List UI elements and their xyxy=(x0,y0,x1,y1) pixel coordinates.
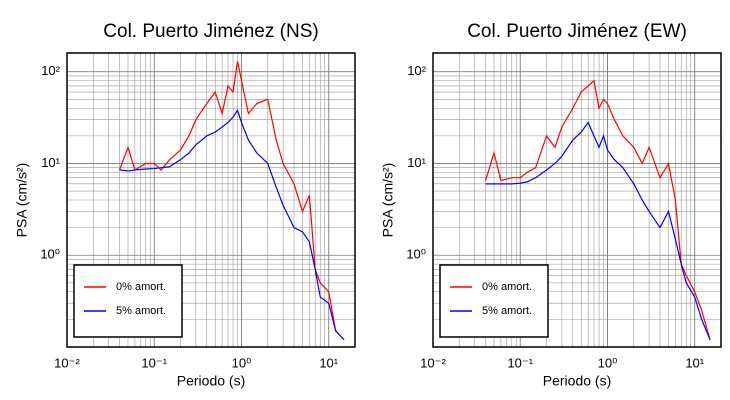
legend-box xyxy=(439,264,549,338)
plot-frame xyxy=(66,52,356,348)
x-tick-label: 10⁰ xyxy=(598,355,618,370)
series-line xyxy=(118,61,345,341)
y-tick-label: 10² xyxy=(407,63,426,78)
plot-frame xyxy=(432,52,722,348)
legend-box xyxy=(73,264,183,338)
x-tick-label: 10⁻² xyxy=(420,355,446,370)
y-tick-label: 10⁰ xyxy=(406,247,426,262)
y-tick-label: 10¹ xyxy=(407,155,426,170)
x-tick-label: 10¹ xyxy=(685,355,704,370)
legend-label: 0% amort. xyxy=(116,281,166,293)
chart: 10⁻² 10⁻¹ 10⁰ 10¹ 10⁰ 10¹ 10² Col. Puerto Jimén… xyxy=(380,21,722,389)
x-tick-label: 10⁻¹ xyxy=(141,355,167,370)
y-axis-label: PSA (cm/s²) xyxy=(380,163,396,238)
y-axis-label: PSA (cm/s²) xyxy=(14,163,30,238)
x-tick-label: 10⁻¹ xyxy=(507,355,533,370)
x-axis-label: Periodo (s) xyxy=(177,373,245,389)
series-line xyxy=(485,121,711,340)
series-line xyxy=(484,79,711,340)
y-tick-label: 10⁰ xyxy=(40,247,60,262)
legend-label: 5% amort. xyxy=(482,305,532,317)
x-tick-label: 10⁰ xyxy=(232,355,252,370)
x-tick-label: 10¹ xyxy=(319,355,338,370)
x-axis-label: Periodo (s) xyxy=(543,373,611,389)
legend-label: 0% amort. xyxy=(482,281,532,293)
y-tick-label: 10² xyxy=(41,63,60,78)
chart-title: Col. Puerto Jiménez (EW) xyxy=(467,21,687,42)
x-tick-label: 10⁻² xyxy=(54,355,80,370)
y-tick-label: 10¹ xyxy=(41,155,60,170)
chart-title: Col. Puerto Jiménez (NS) xyxy=(103,21,318,42)
legend-label: 5% amort. xyxy=(116,305,166,317)
series-line xyxy=(119,108,345,341)
chart: 10⁻² 10⁻¹ 10⁰ 10¹ 10⁰ 10¹ 10² Col. Puerto Jimén… xyxy=(14,21,356,389)
